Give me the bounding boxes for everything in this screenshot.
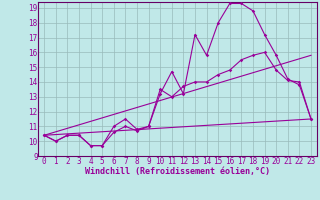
X-axis label: Windchill (Refroidissement éolien,°C): Windchill (Refroidissement éolien,°C): [85, 167, 270, 176]
